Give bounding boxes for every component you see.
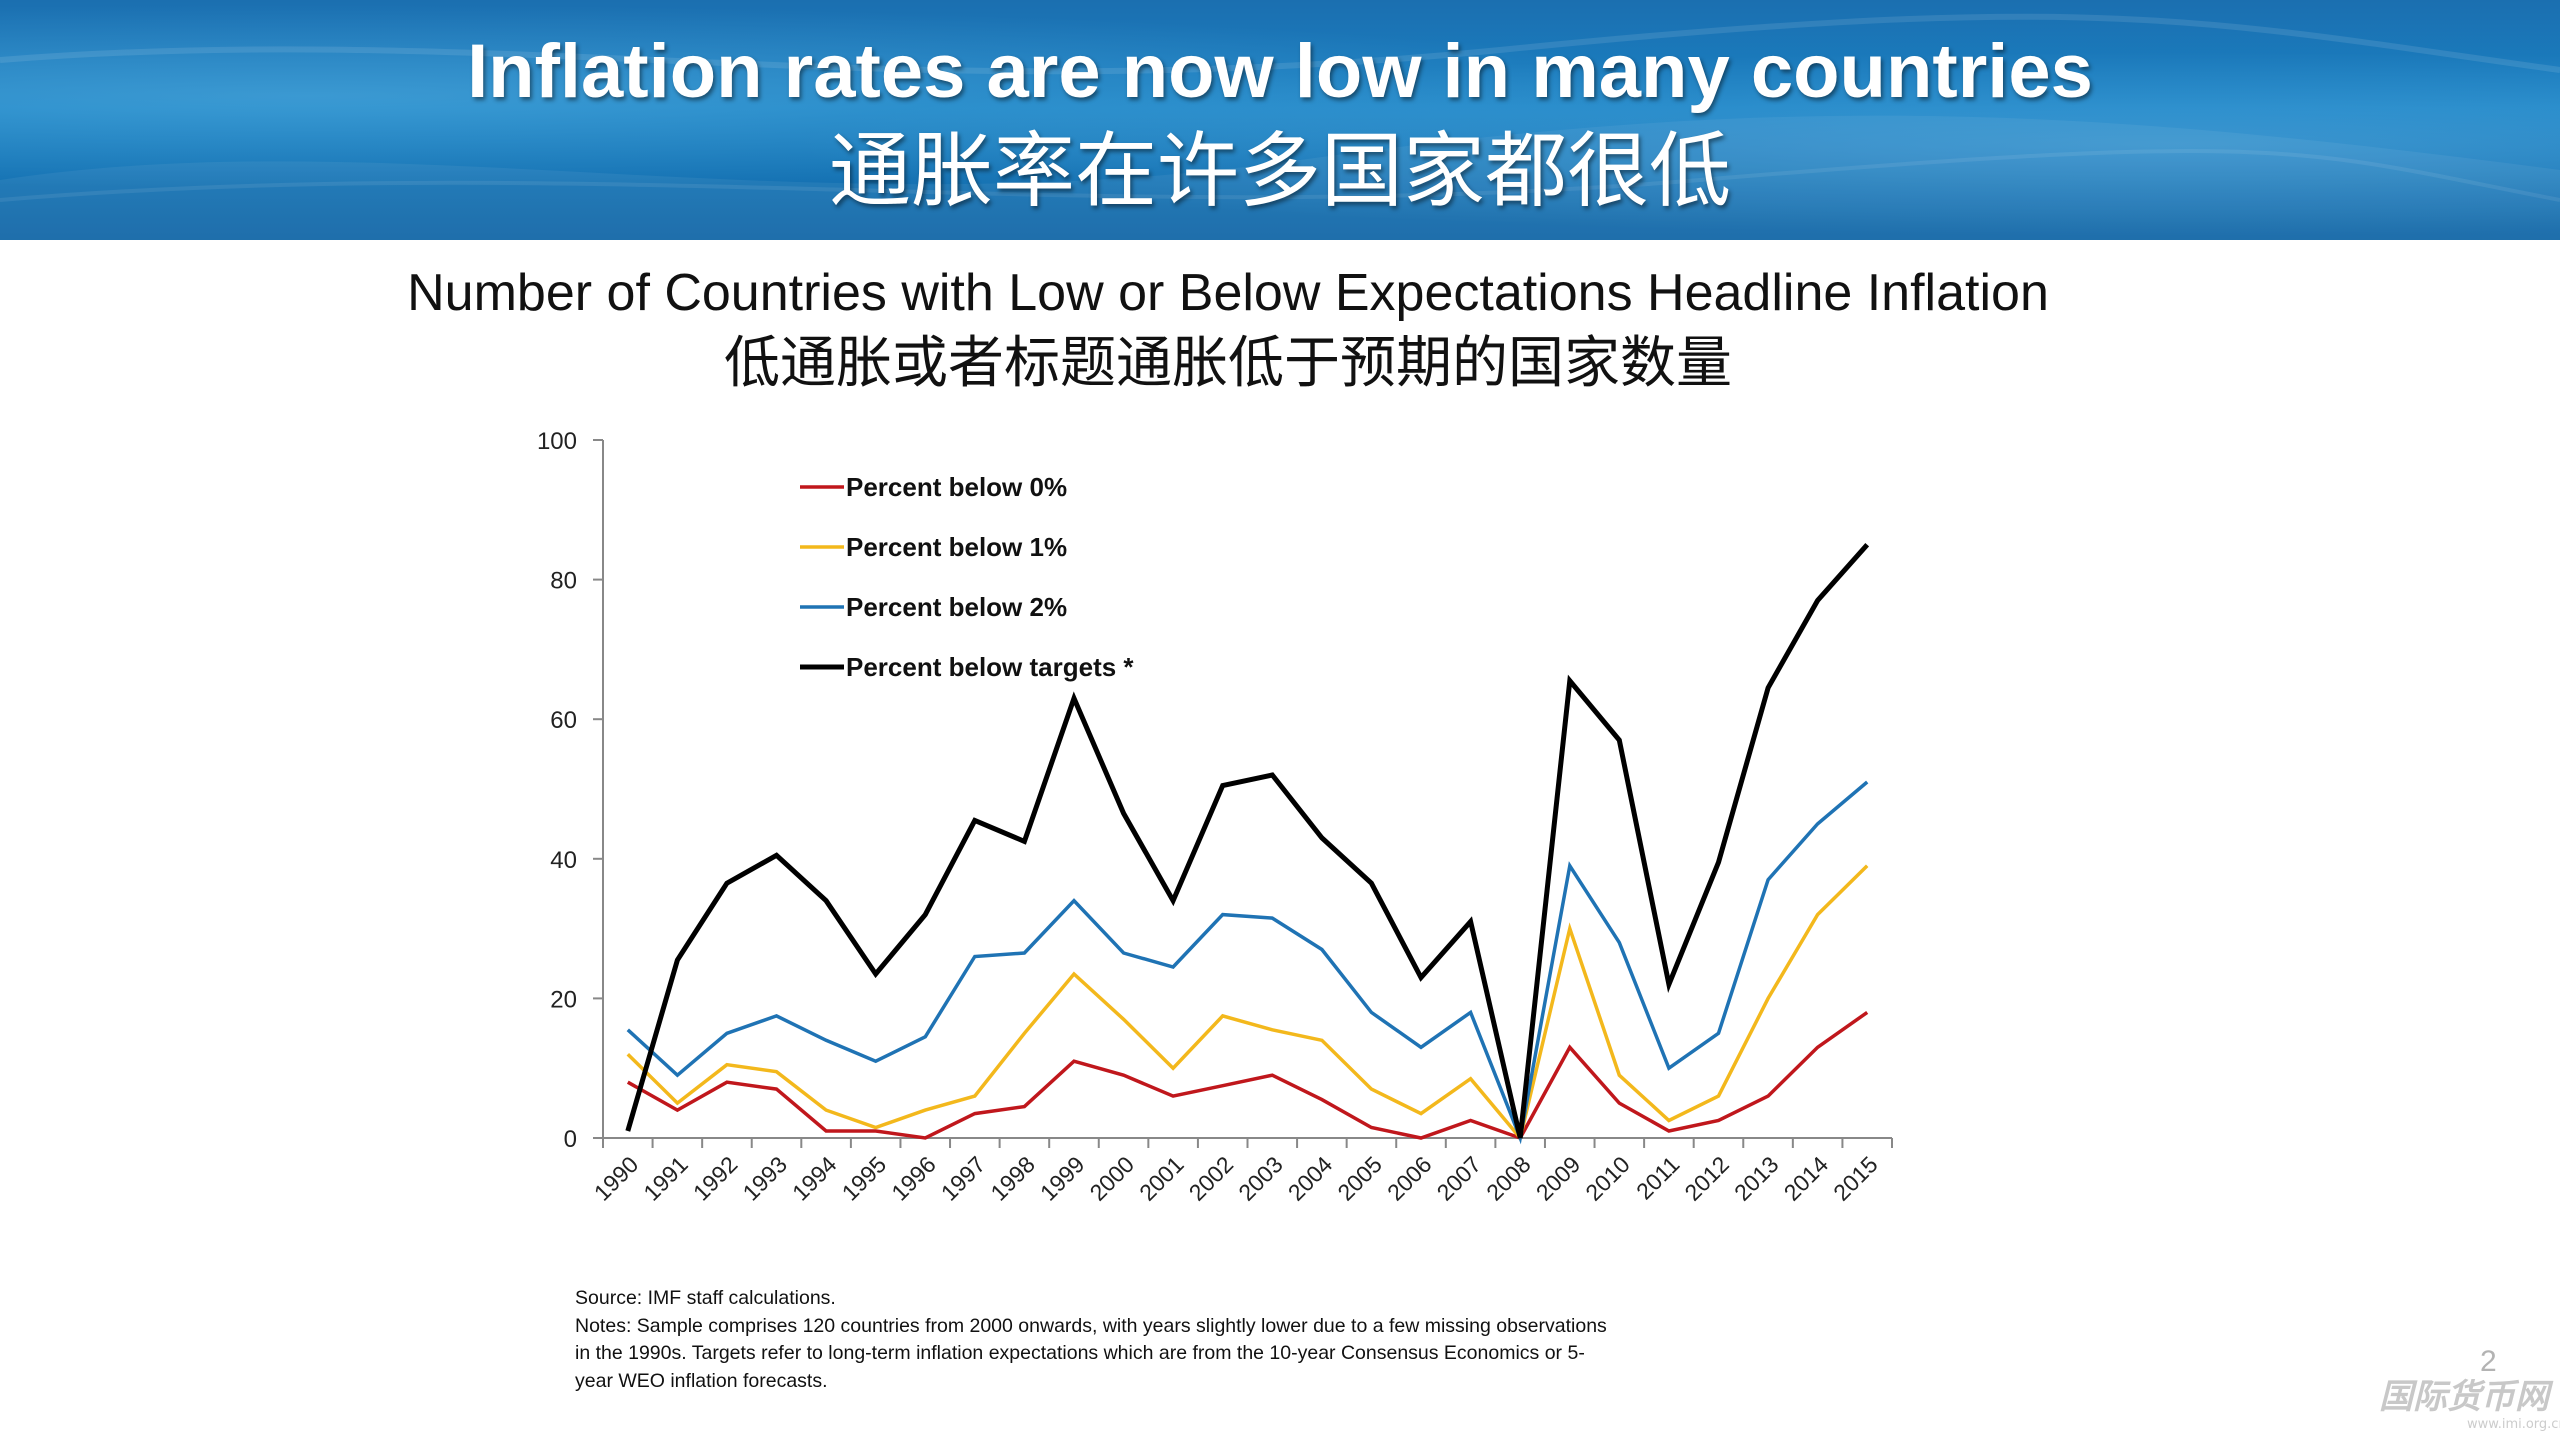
chart-title: Number of Countries with Low or Below Ex… (407, 264, 2049, 322)
legend-label-2: Percent below 1% (846, 532, 1067, 562)
x-tick-label-1993: 1993 (737, 1151, 792, 1206)
x-tick-label-2004: 2004 (1283, 1151, 1338, 1206)
x-tick-label-2014: 2014 (1779, 1151, 1834, 1206)
y-tick-label-40: 40 (550, 847, 577, 874)
y-tick-label-100: 100 (537, 428, 577, 455)
x-tick-label-1992: 1992 (688, 1151, 743, 1206)
banner-wave-decoration (0, 13, 2560, 240)
x-tick-label-2012: 2012 (1679, 1151, 1734, 1206)
x-tick-label-2006: 2006 (1382, 1151, 1437, 1206)
legend-label-4: Percent below targets * (846, 652, 1134, 682)
page-number: 2 (2480, 1345, 2497, 1378)
y-tick-label-0: 0 (564, 1126, 577, 1153)
x-tick-label-2001: 2001 (1134, 1151, 1189, 1206)
y-tick-label-20: 20 (550, 986, 577, 1013)
legend-label-1: Percent below 0% (846, 472, 1067, 502)
series-line-2 (626, 864, 1869, 1142)
x-tick-label-2010: 2010 (1580, 1151, 1635, 1206)
footnote-notes-line-1: Notes: Sample comprises 120 countries fr… (575, 1314, 1607, 1337)
x-tick-label-2008: 2008 (1481, 1151, 1536, 1206)
series-line-4 (625, 543, 1870, 1139)
y-tick-label-60: 60 (550, 707, 577, 734)
x-tick-label-1991: 1991 (638, 1151, 693, 1206)
x-tick-label-1990: 1990 (589, 1151, 644, 1206)
footnote-source: Source: IMF staff calculations. (575, 1287, 836, 1309)
x-tick-label-1999: 1999 (1035, 1151, 1090, 1206)
x-tick-label-2000: 2000 (1085, 1151, 1140, 1206)
x-tick-label-1994: 1994 (787, 1151, 842, 1206)
x-tick-label-1997: 1997 (936, 1151, 991, 1206)
footnote: Source: IMF staff calculations. Notes: S… (575, 1285, 1715, 1395)
x-tick-label-2002: 2002 (1184, 1151, 1239, 1206)
y-tick-label-80: 80 (550, 568, 577, 595)
title-banner: Inflation rates are now low in many coun… (0, 0, 2560, 240)
x-tick-label-2015: 2015 (1828, 1151, 1883, 1206)
x-tick-label-2003: 2003 (1233, 1151, 1288, 1206)
x-tick-label-2007: 2007 (1432, 1151, 1487, 1206)
series-line-1 (626, 1010, 1869, 1141)
chart-subtitle: 低通胀或者标题通胀低于预期的国家数量 (724, 331, 1732, 394)
watermark-logo: 国际货币网 www.imi.org.cn (2379, 1377, 2560, 1432)
slide-title-english: Inflation rates are now low in many coun… (467, 29, 2093, 114)
x-tick-label-1998: 1998 (985, 1151, 1040, 1206)
x-tick-label-2013: 2013 (1729, 1151, 1784, 1206)
watermark-text: 国际货币网 (2379, 1377, 2554, 1417)
x-tick-label-1996: 1996 (886, 1151, 941, 1206)
series-line-3 (626, 780, 1869, 1145)
legend-label-3: Percent below 2% (846, 592, 1067, 622)
footnote-notes-line-3: year WEO inflation forecasts. (575, 1369, 828, 1392)
x-tick-label-2011: 2011 (1631, 1151, 1684, 1204)
footnote-notes-line-2: in the 1990s. Targets refer to long-term… (575, 1342, 1585, 1364)
x-tick-label-2005: 2005 (1332, 1151, 1387, 1206)
slide-title-chinese: 通胀率在许多国家都很低 (828, 126, 1731, 217)
x-tick-label-2009: 2009 (1531, 1151, 1586, 1206)
watermark-url: www.imi.org.cn (2467, 1417, 2560, 1432)
x-tick-label-1995: 1995 (837, 1151, 892, 1206)
